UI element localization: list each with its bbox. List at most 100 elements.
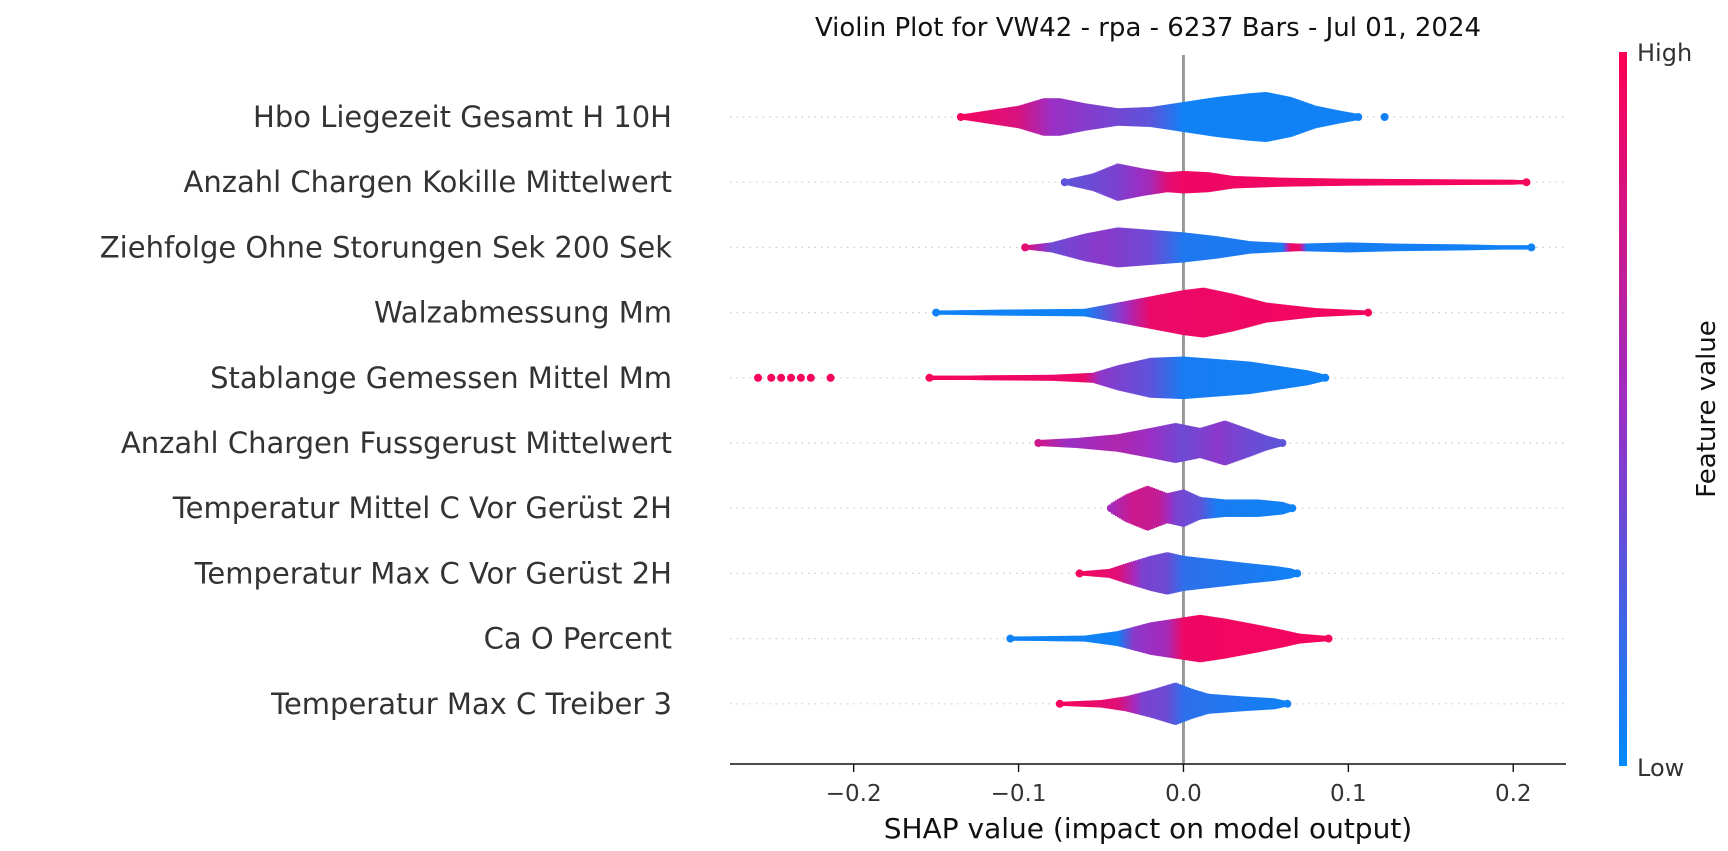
violin-slice (1046, 242, 1050, 252)
violin-slice (1327, 308, 1331, 317)
violin-slice (1163, 425, 1166, 461)
violin-slice (1331, 178, 1335, 186)
violin-slice (1103, 106, 1106, 128)
violin-slice (1129, 627, 1132, 650)
violin-slice (1060, 239, 1064, 256)
violin-slice (1138, 625, 1142, 653)
violin-slice (1051, 98, 1055, 136)
violin-slice (963, 375, 966, 380)
violin-slice (1490, 245, 1493, 250)
violin-slice (1142, 107, 1146, 127)
violin-slice (1224, 695, 1227, 713)
violin-slice (1151, 295, 1155, 330)
violin-slice (1480, 244, 1483, 251)
violin-slice (966, 113, 970, 121)
violin-slice (964, 113, 968, 121)
violin-slice (1196, 357, 1200, 398)
violin-slice (1061, 98, 1065, 136)
violin-slice (998, 375, 1002, 381)
violin-slice (1266, 242, 1270, 253)
violin-slice (1040, 636, 1043, 642)
violin-slice (1074, 177, 1078, 188)
violin-slice (1153, 230, 1157, 265)
violin-slice (1122, 301, 1125, 324)
violin-slice (1220, 618, 1223, 660)
violin-slice (1401, 243, 1404, 252)
x-tick-label: 0.1 (1330, 781, 1367, 807)
violin-slice (1061, 635, 1065, 642)
violin-slice (1190, 556, 1193, 590)
violin-slice (1071, 100, 1075, 134)
violin-slice (1452, 179, 1456, 186)
violin-slice (1297, 369, 1301, 387)
violin-slice (1277, 94, 1281, 140)
violin-slice (999, 309, 1003, 316)
violin-slice (1163, 357, 1166, 399)
violin-slice (1079, 437, 1083, 449)
violin-slice (1279, 629, 1282, 648)
violin-slice (1239, 621, 1243, 656)
violin-slice (1231, 499, 1235, 517)
violin-slice (1145, 297, 1149, 329)
violin-slice (1153, 170, 1157, 195)
violin-slice (1200, 99, 1203, 135)
violin-slice (1168, 684, 1172, 724)
violin-slice (1311, 104, 1314, 130)
x-tick-label: 0.0 (1165, 781, 1202, 807)
violin-slice (1314, 308, 1317, 318)
violin-slice (1229, 561, 1233, 586)
violin-slice (1134, 560, 1138, 587)
violin-slice (1082, 233, 1086, 261)
violin-slice (1409, 243, 1412, 252)
violin-slice (1240, 296, 1244, 329)
violin-slice (1300, 177, 1303, 187)
violin-slice (1091, 104, 1095, 130)
violin-slice (1275, 501, 1278, 516)
violin-slice (1274, 177, 1278, 187)
violin-slice (1140, 107, 1144, 127)
violin-slice (1246, 240, 1250, 254)
violin-slice (1164, 424, 1168, 462)
violin-slice (1391, 178, 1394, 186)
violin-slice (1122, 227, 1125, 267)
violin-slice (1442, 179, 1446, 186)
violin-slice (1062, 438, 1065, 448)
violin-slice (1074, 308, 1078, 317)
violin-slice (1399, 179, 1402, 186)
violin-slice (1357, 178, 1361, 186)
violin-slice (1163, 171, 1167, 193)
violin-slice (1262, 301, 1266, 324)
feature-label: Ca O Percent (484, 622, 672, 656)
violin-slice (1113, 434, 1117, 452)
violin-slice (985, 309, 989, 316)
violin-slice (1309, 371, 1313, 385)
violin-slice (1126, 300, 1129, 325)
violin-slice (1221, 174, 1224, 191)
violin-slice (1227, 619, 1231, 658)
violin-slice (1351, 178, 1355, 186)
violin-slice (1290, 305, 1293, 320)
violin-slice (1255, 624, 1259, 653)
violin-slice (1113, 107, 1116, 127)
violin-slice (1247, 696, 1251, 711)
violin-slice (1521, 245, 1525, 250)
violin-slice (1038, 99, 1041, 135)
violin-slice (1166, 104, 1170, 130)
violin-slice (1085, 373, 1089, 383)
violin-slice (1000, 108, 1003, 126)
violin-slice (1416, 179, 1420, 186)
violin-slice (1133, 361, 1136, 395)
violin-slice (1163, 293, 1167, 332)
violin-slice (1343, 242, 1347, 253)
violin-slice (969, 310, 973, 316)
violin-slice (1141, 359, 1144, 396)
violin-slice (1160, 491, 1163, 526)
violin-slice (1161, 357, 1164, 399)
violin-slice (1313, 105, 1316, 129)
violin-slice (1118, 227, 1121, 268)
violin-slice (1186, 556, 1189, 591)
violin-slice (1470, 244, 1473, 251)
violin-slice (965, 310, 969, 316)
violin-slice (1146, 107, 1150, 127)
violin-slice (1107, 698, 1110, 709)
